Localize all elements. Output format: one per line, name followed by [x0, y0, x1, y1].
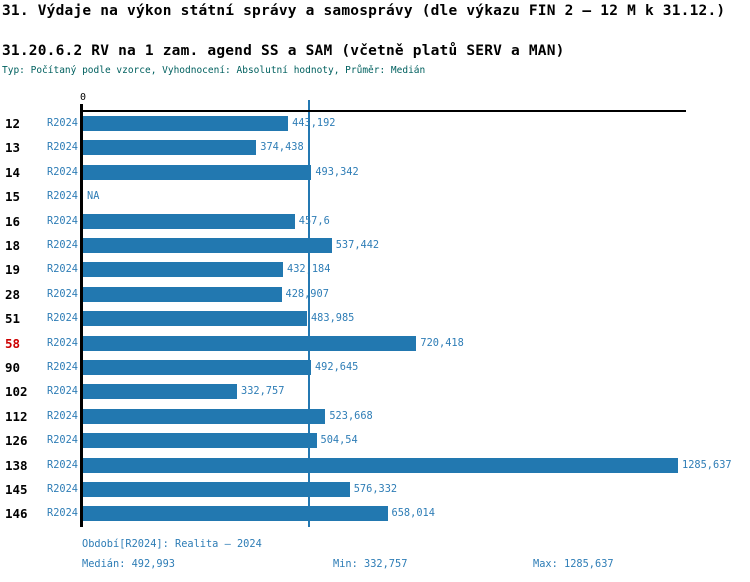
- footer-max: Max: 1285,637: [533, 558, 614, 570]
- row-period-label: R2024: [47, 239, 78, 251]
- bar-row: 14 R2024 493,342: [0, 161, 750, 185]
- bar-row: 146 R2024 658,014: [0, 502, 750, 526]
- row-period-label: R2024: [47, 287, 78, 300]
- row-period-label: R2024: [47, 385, 78, 398]
- row-id-label: 51: [5, 311, 21, 327]
- value-bar: [83, 213, 295, 229]
- row-id-label: 145: [5, 482, 28, 497]
- value-bar: [83, 286, 282, 302]
- bar-value-label: 658,014: [391, 507, 435, 520]
- value-bar: [83, 116, 289, 131]
- value-bar: [83, 164, 312, 180]
- row-period-label: R2024: [47, 458, 78, 471]
- row-id-label: 112: [5, 408, 28, 424]
- bar-value-label: 493,342: [315, 165, 359, 178]
- bar-row: 28 R2024 428,907: [0, 283, 750, 307]
- bar-value-label: 374,438: [260, 141, 304, 154]
- row-id-label: 102: [5, 384, 28, 400]
- row-period-label: R2024: [47, 434, 78, 447]
- row-id-label: 12: [5, 116, 21, 131]
- footer-period: Období[R2024]: Realita – 2024: [82, 538, 262, 550]
- row-period-label: R2024: [47, 141, 78, 154]
- bar-value-label: 492,645: [314, 361, 359, 373]
- row-period-label: R2024: [47, 117, 78, 129]
- footer-min: Min: 332,757: [333, 558, 408, 570]
- y-axis-line: [80, 104, 83, 527]
- row-id-label: 19: [5, 262, 21, 278]
- row-period-label: R2024: [47, 361, 78, 373]
- row-period-label: R2024: [47, 214, 78, 227]
- bar-row: 145 R2024 576,332: [0, 478, 750, 502]
- value-bar: [83, 408, 326, 424]
- bar-row: 126 R2024 504,54: [0, 429, 750, 453]
- value-bar: [83, 506, 388, 522]
- bar-row: 58 R2024 720,418: [0, 332, 750, 356]
- x-axis-line: [80, 110, 686, 112]
- bar-row: 138 R2024 1285,637: [0, 454, 750, 478]
- value-bar: [83, 311, 307, 327]
- bar-value-label: NA: [87, 190, 100, 203]
- bar-row: 12 R2024 443,192: [0, 112, 750, 136]
- row-id-label: 18: [5, 238, 21, 253]
- value-bar: [83, 360, 311, 375]
- median-reference-line: [308, 100, 311, 527]
- value-bar: [83, 433, 317, 449]
- row-id-label: 15: [5, 189, 21, 205]
- row-period-label: R2024: [47, 312, 78, 325]
- row-id-label: 138: [5, 457, 28, 473]
- row-period-label: R2024: [47, 263, 78, 276]
- bar-value-label: 720,418: [420, 336, 464, 349]
- bar-value-label: 523,668: [329, 409, 373, 422]
- row-id-label: 126: [5, 433, 28, 449]
- bar-row: 18 R2024 537,442: [0, 234, 750, 258]
- value-bar: [83, 238, 332, 253]
- row-id-label: 28: [5, 286, 21, 302]
- value-bar: [83, 262, 283, 278]
- row-period-label: R2024: [47, 507, 78, 520]
- value-bar: [83, 482, 350, 497]
- row-period-label: R2024: [47, 190, 78, 203]
- bar-value-label: 432,184: [287, 263, 331, 276]
- page-title: 31. Výdaje na výkon státní správy a samo…: [2, 3, 726, 19]
- bar-row: 51 R2024 483,985: [0, 307, 750, 331]
- meta-line: Typ: Počítaný podle vzorce, Vyhodnocení:…: [2, 65, 426, 76]
- bar-value-label: 443,192: [292, 117, 336, 129]
- row-id-label: 90: [5, 360, 21, 375]
- row-period-label: R2024: [47, 409, 78, 422]
- bar-value-label: 504,54: [320, 434, 358, 447]
- bar-value-label: 1285,637: [682, 458, 732, 471]
- row-id-label: 58: [5, 335, 21, 351]
- row-period-label: R2024: [47, 336, 78, 349]
- value-bar: [83, 335, 417, 351]
- row-id-label: 14: [5, 164, 21, 180]
- bar-value-label: 537,442: [335, 239, 380, 251]
- value-bar: [83, 457, 678, 473]
- footer-median: Medián: 492,993: [82, 558, 175, 570]
- row-period-label: R2024: [47, 483, 78, 495]
- bar-value-label: 332,757: [241, 385, 285, 398]
- bar-row: 19 R2024 432,184: [0, 258, 750, 282]
- value-bar: [83, 140, 257, 156]
- bar-row: 90 R2024 492,645: [0, 356, 750, 380]
- bar-value-label: 483,985: [310, 312, 355, 325]
- bar-value-label: 576,332: [353, 483, 398, 495]
- bar-value-label: 428,907: [285, 287, 329, 300]
- row-id-label: 13: [5, 140, 21, 156]
- value-bar: [83, 384, 237, 400]
- bar-row: 102 R2024 332,757: [0, 380, 750, 404]
- bar-row: 15 R2024 NA: [0, 185, 750, 209]
- bar-value-label: 457,6: [298, 214, 330, 227]
- bar-row: 112 R2024 523,668: [0, 405, 750, 429]
- x-axis-zero-tick-label: 0: [79, 92, 87, 103]
- row-period-label: R2024: [47, 165, 78, 178]
- bar-row: 13 R2024 374,438: [0, 136, 750, 160]
- indicator-subtitle: 31.20.6.2 RV na 1 zam. agend SS a SAM (v…: [2, 43, 565, 59]
- row-id-label: 146: [5, 506, 28, 522]
- row-id-label: 16: [5, 213, 21, 229]
- bar-row: 16 R2024 457,6: [0, 210, 750, 234]
